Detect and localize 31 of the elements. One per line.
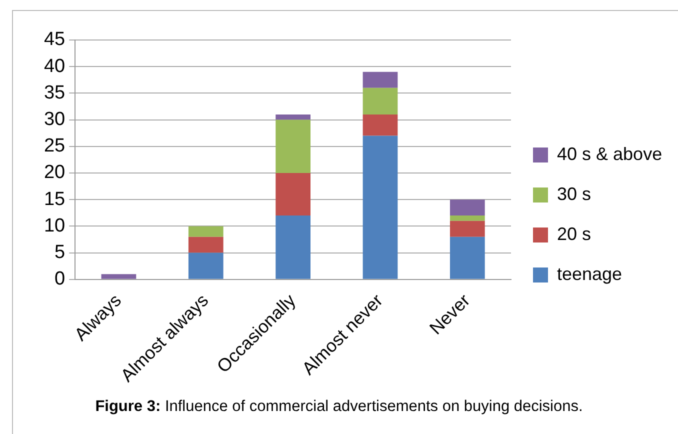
bar (362, 114, 398, 136)
bar (188, 252, 224, 279)
bar (362, 136, 398, 279)
bar (276, 120, 310, 173)
bar (101, 274, 136, 279)
y-tick-label: 30 (44, 109, 66, 130)
y-tick-label: 25 (44, 136, 66, 157)
y-tick-label: 35 (44, 82, 66, 104)
bar (362, 88, 398, 114)
y-tick-label: 40 (44, 56, 66, 77)
legend-label: 40 s & above (557, 144, 662, 164)
legend-label: teenage (557, 264, 622, 284)
bar (276, 216, 310, 279)
y-tick-label: 5 (54, 242, 66, 264)
bar (450, 236, 485, 279)
legend-label: 20 s (557, 224, 592, 244)
caption: Figure 3: Influence of commercial advertisements on buying decisions. (94, 398, 584, 416)
y-tick-label: 20 (44, 162, 66, 184)
bar (276, 114, 310, 120)
legend-label: 30 s (557, 184, 592, 204)
y-tick-label: 45 (44, 29, 66, 50)
bar (362, 72, 398, 88)
bar (188, 236, 224, 253)
bar (450, 220, 485, 237)
y-tick-label: 10 (44, 215, 66, 236)
bar (188, 226, 224, 237)
y-tick-label: 0 (54, 268, 66, 290)
bar (276, 172, 310, 216)
bar (450, 216, 485, 221)
bar (450, 200, 485, 216)
y-tick-label: 15 (44, 188, 66, 210)
